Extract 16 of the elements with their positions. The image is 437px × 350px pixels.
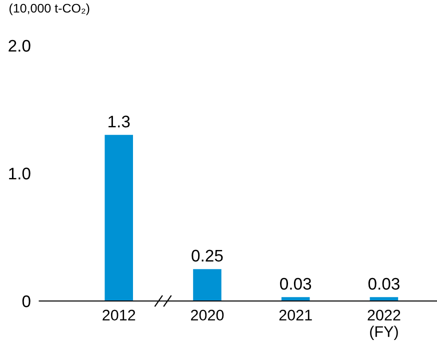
data-label: 0.03 bbox=[368, 278, 400, 290]
bar bbox=[193, 269, 222, 301]
y-tick-label: 1.0 bbox=[9, 168, 30, 180]
bar bbox=[370, 297, 398, 301]
data-label: 0.03 bbox=[280, 278, 312, 290]
x-tick-label: 2022 (FY) bbox=[368, 310, 400, 340]
y-tick-label: 2.0 bbox=[8, 40, 30, 52]
data-label: 0.25 bbox=[192, 250, 223, 262]
x-tick-label: 2012 bbox=[102, 310, 136, 321]
y-tick-label: 0 bbox=[22, 295, 30, 308]
bar bbox=[281, 297, 310, 301]
data-label: 1.3 bbox=[108, 116, 130, 128]
bar bbox=[104, 134, 134, 301]
x-tick-label: 2021 bbox=[279, 310, 312, 321]
x-tick-label: 2020 bbox=[191, 310, 224, 321]
y-axis-title: (10,000 t-CO₂) bbox=[10, 4, 90, 16]
